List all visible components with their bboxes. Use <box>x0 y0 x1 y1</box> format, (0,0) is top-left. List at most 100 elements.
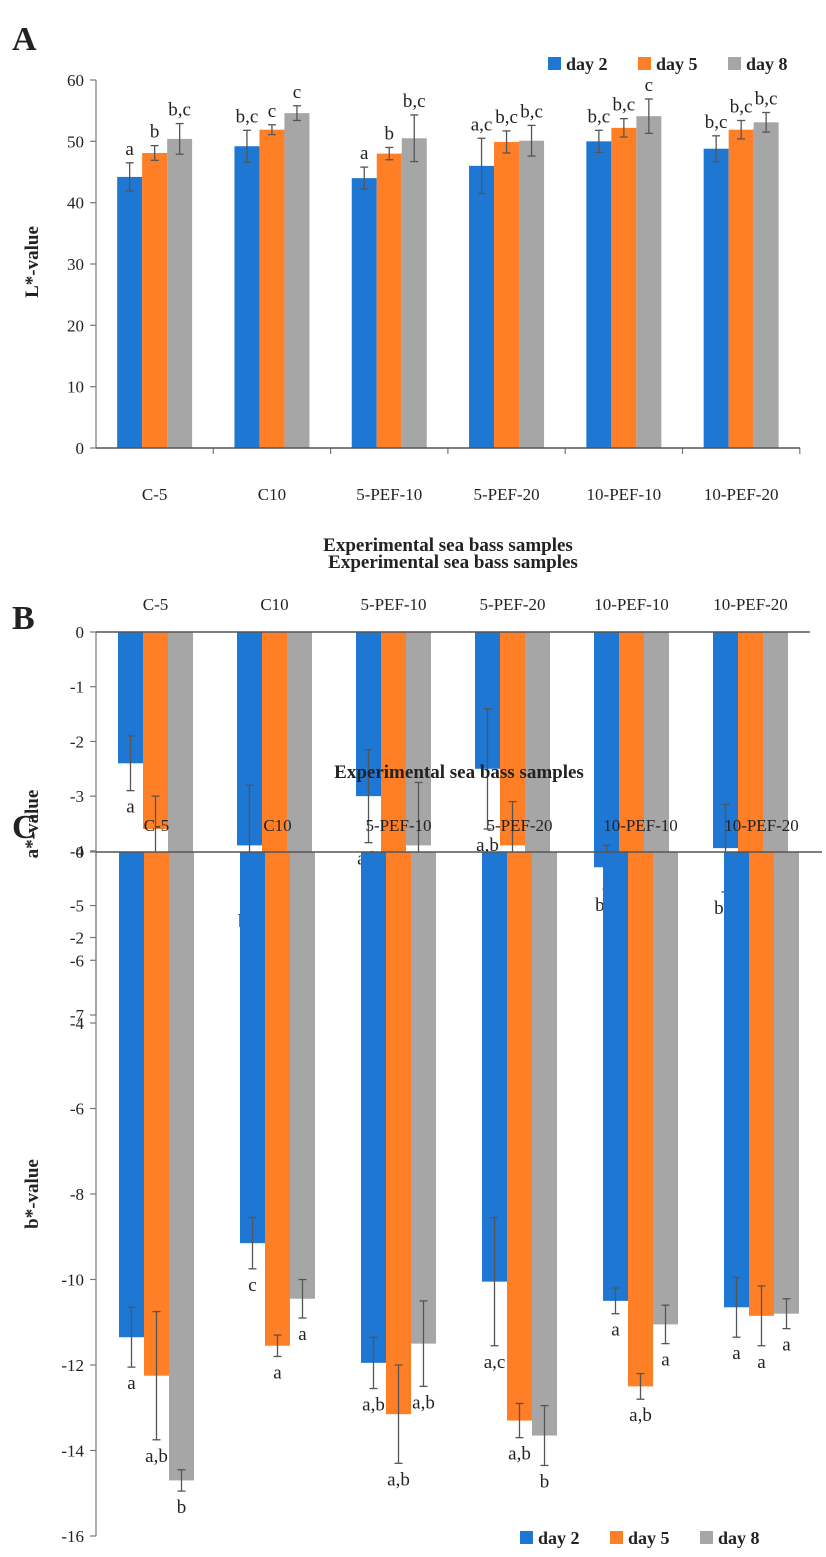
x-axis-title: Experimental sea bass samples <box>328 552 578 573</box>
bar <box>240 852 265 1244</box>
y-tick-label: -7 <box>70 1006 85 1025</box>
y-tick-label: 60 <box>67 71 84 90</box>
category-label: 5-PEF-10 <box>365 816 431 835</box>
significance-label: b,c <box>495 107 518 128</box>
bar <box>507 852 532 1421</box>
legend-swatch <box>548 57 561 70</box>
significance-label: c <box>645 75 653 96</box>
y-axis-title: L*-value <box>22 226 43 298</box>
bar <box>636 116 662 448</box>
significance-label: a <box>273 1362 282 1383</box>
bar <box>351 178 377 448</box>
y-axis-title: a*-value <box>22 790 43 859</box>
y-tick-label: -8 <box>70 1185 84 1204</box>
bar <box>167 138 193 448</box>
significance-label: a <box>127 1373 136 1394</box>
bar <box>703 148 729 448</box>
bar <box>611 127 637 448</box>
bar <box>401 138 427 448</box>
bar <box>259 129 285 448</box>
y-tick-label: -2 <box>70 732 84 751</box>
bar <box>774 852 799 1314</box>
panel-letter: B <box>12 600 35 637</box>
y-tick-label: 0 <box>76 439 85 458</box>
significance-label: b,c <box>588 106 611 127</box>
significance-label: a,b <box>508 1444 531 1465</box>
significance-label: a,b <box>412 1392 435 1413</box>
y-axis-title: b*-value <box>22 1159 43 1229</box>
significance-label: a <box>611 1320 620 1341</box>
bar <box>749 852 774 1316</box>
legend-label: day 5 <box>628 1528 670 1548</box>
significance-label: c <box>293 82 301 103</box>
bar <box>234 146 260 449</box>
category-label: C-5 <box>143 595 169 614</box>
category-label: 5-PEF-20 <box>473 485 539 504</box>
y-tick-label: -12 <box>61 1356 84 1375</box>
category-label: 10-PEF-20 <box>724 816 799 835</box>
significance-label: c <box>248 1275 256 1296</box>
y-tick-label: -5 <box>70 897 84 916</box>
bar <box>519 140 545 448</box>
legend-swatch <box>520 1531 533 1544</box>
legend-swatch <box>728 57 741 70</box>
significance-label: a,b <box>476 835 499 856</box>
bar <box>284 113 310 449</box>
significance-label: a,c <box>471 114 493 135</box>
bar <box>494 141 520 449</box>
category-label: 5-PEF-20 <box>479 595 545 614</box>
y-tick-label: -10 <box>61 1271 84 1290</box>
bar <box>586 141 612 449</box>
legend-swatch <box>700 1531 713 1544</box>
significance-label: b,c <box>520 101 543 122</box>
y-tick-label: 10 <box>67 378 84 397</box>
bar <box>628 852 653 1387</box>
significance-label: a,b <box>362 1395 385 1416</box>
category-label: 5-PEF-10 <box>356 485 422 504</box>
bar <box>525 632 550 890</box>
y-tick-label: -2 <box>70 929 84 948</box>
bar <box>469 165 495 448</box>
category-label: 5-PEF-10 <box>360 595 426 614</box>
significance-label: b,c <box>755 89 778 110</box>
significance-label: b,c <box>730 96 753 117</box>
legend-swatch <box>638 57 651 70</box>
bar <box>753 122 779 448</box>
legend-label: day 5 <box>656 54 698 74</box>
significance-label: a <box>360 143 369 164</box>
significance-label: a <box>757 1352 766 1373</box>
significance-label: b,c <box>236 106 259 127</box>
bar <box>119 852 144 1338</box>
significance-label: a <box>782 1335 791 1356</box>
category-label: 10-PEF-10 <box>594 595 669 614</box>
category-label: 10-PEF-10 <box>603 816 678 835</box>
category-label: C-5 <box>144 816 170 835</box>
bar <box>653 852 678 1325</box>
y-tick-label: -4 <box>70 1014 85 1033</box>
category-label: C10 <box>258 485 286 504</box>
significance-label: a,b <box>387 1469 410 1490</box>
y-tick-label: 0 <box>76 623 85 642</box>
significance-label: b <box>150 122 160 143</box>
bar <box>724 852 749 1308</box>
y-tick-label: 40 <box>67 194 84 213</box>
legend-swatch <box>610 1531 623 1544</box>
significance-label: b,c <box>403 91 426 112</box>
bar <box>411 852 436 1344</box>
bar <box>290 852 315 1299</box>
y-tick-label: -16 <box>61 1527 84 1546</box>
bar <box>594 632 619 868</box>
bar <box>265 852 290 1346</box>
significance-label: b <box>540 1471 550 1492</box>
bar <box>532 852 557 1436</box>
significance-label: b <box>177 1497 187 1518</box>
x-axis-title: Experimental sea bass samples <box>323 535 573 556</box>
y-tick-label: -6 <box>70 951 84 970</box>
panel-letter: A <box>12 21 37 58</box>
y-tick-label: -1 <box>70 678 84 697</box>
category-label: 10-PEF-10 <box>587 485 662 504</box>
y-tick-label: 50 <box>67 132 84 151</box>
significance-label: a,c <box>484 1352 506 1373</box>
significance-label: a <box>298 1324 307 1345</box>
